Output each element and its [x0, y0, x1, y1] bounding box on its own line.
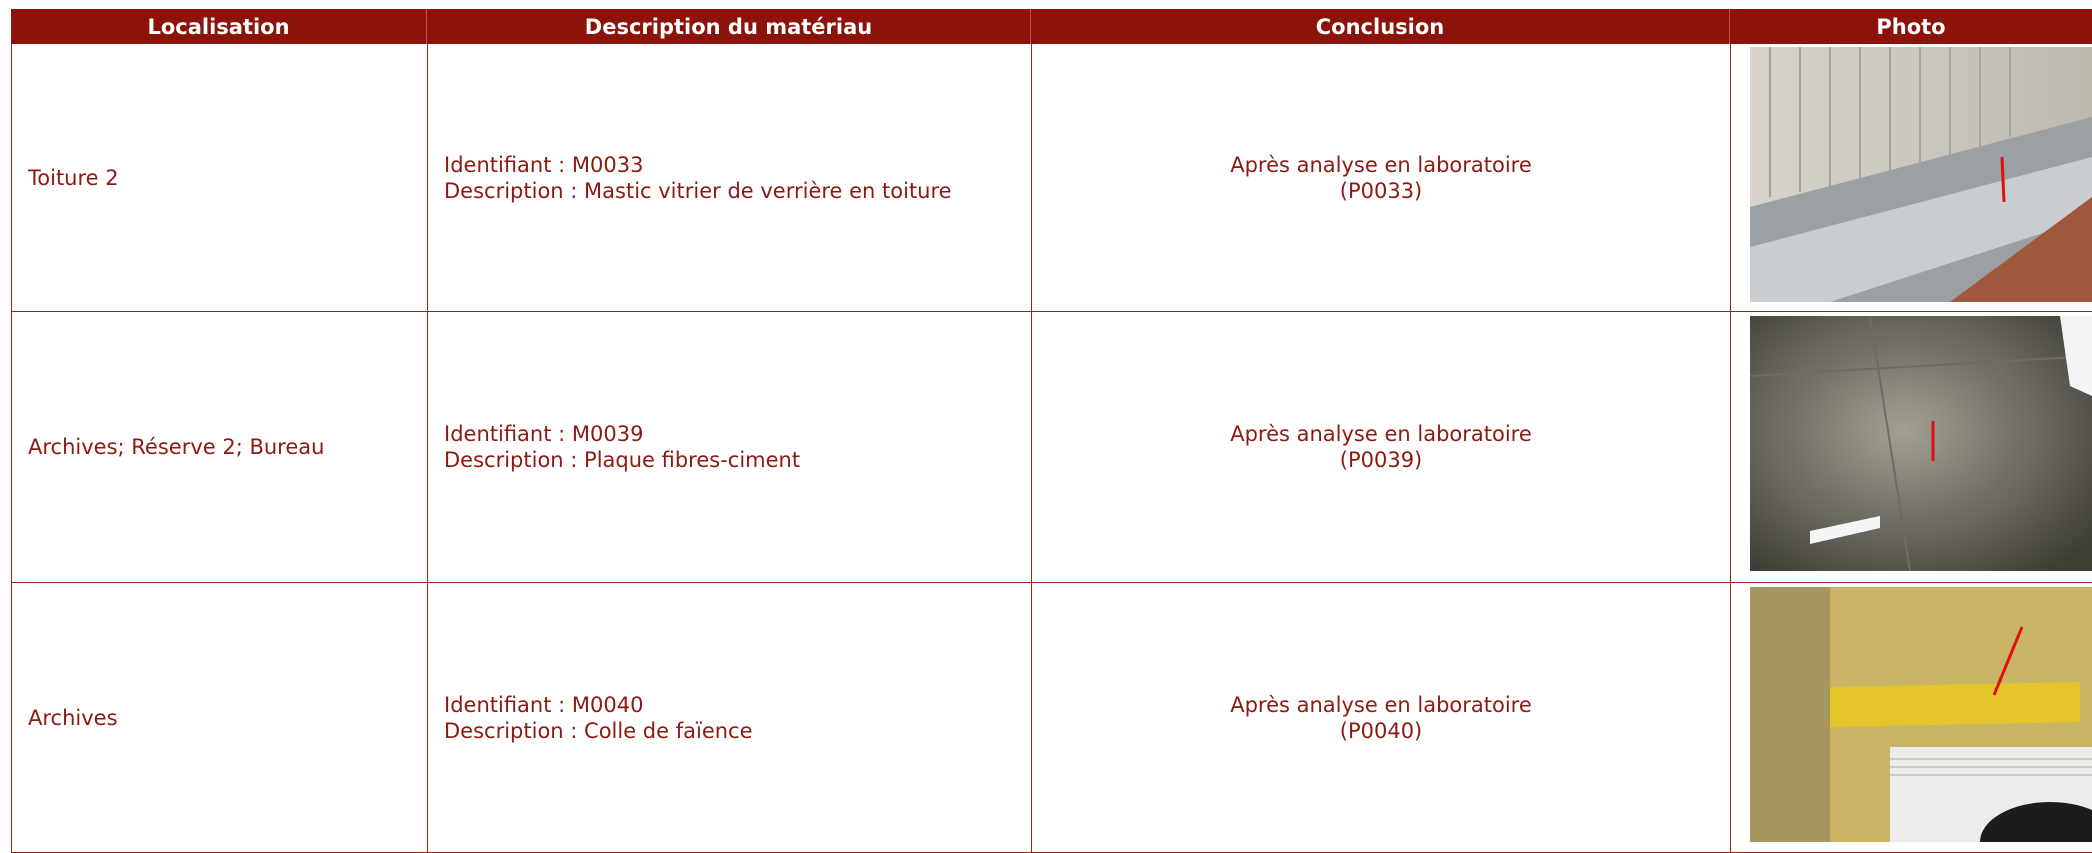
- header-cell: Description du matériau: [427, 9, 1031, 44]
- photo-cell: [1730, 44, 2092, 312]
- photo: [1750, 587, 2092, 842]
- identifier: Identifiant : M0039: [444, 422, 644, 446]
- material-cell: Identifiant : M0039 Description : Plaque …: [427, 312, 1031, 583]
- header-cell: Localisation: [11, 9, 427, 44]
- material-cell: Identifiant : M0033 Description : Mastic …: [427, 44, 1031, 312]
- identifier: Identifiant : M0033: [444, 152, 644, 177]
- description: Description : Plaque fibres-ciment: [444, 448, 801, 472]
- conclusion-ref: (P0039): [1339, 448, 1423, 472]
- header-cell: Conclusion: [1031, 9, 1730, 44]
- conclusion-cell: Après analyse en laboratoire (P0033): [1031, 44, 1730, 312]
- location-cell: Toiture 2: [11, 44, 427, 312]
- conclusion-ref: (P0033): [1339, 178, 1423, 203]
- conclusion: Après analyse en laboratoire: [1230, 152, 1532, 177]
- location: Archives; Réserve 2; Bureau: [28, 435, 325, 459]
- location: Toiture 2: [28, 165, 119, 190]
- material-cell: Identifiant : M0040 Description : Colle d…: [427, 583, 1031, 853]
- photo: [1750, 47, 2092, 302]
- location-cell: Archives: [11, 583, 427, 853]
- conclusion-ref: (P0040): [1339, 718, 1423, 743]
- description: Description : Colle de faïence: [444, 718, 753, 743]
- description: Description : Mastic vitrier de verrière…: [444, 178, 952, 203]
- conclusion-cell: Après analyse en laboratoire (P0040): [1031, 583, 1730, 853]
- identifier: Identifiant : M0040: [444, 692, 644, 717]
- location-cell: Archives; Réserve 2; Bureau: [11, 312, 427, 583]
- photo: [1750, 316, 2092, 571]
- conclusion-cell: Après analyse en laboratoire (P0039): [1031, 312, 1730, 583]
- photo-cell: [1730, 312, 2092, 583]
- location: Archives: [28, 705, 118, 730]
- header-cell: Photo: [1730, 9, 2092, 44]
- conclusion: Après analyse en laboratoire: [1230, 692, 1532, 717]
- conclusion: Après analyse en laboratoire: [1230, 422, 1532, 446]
